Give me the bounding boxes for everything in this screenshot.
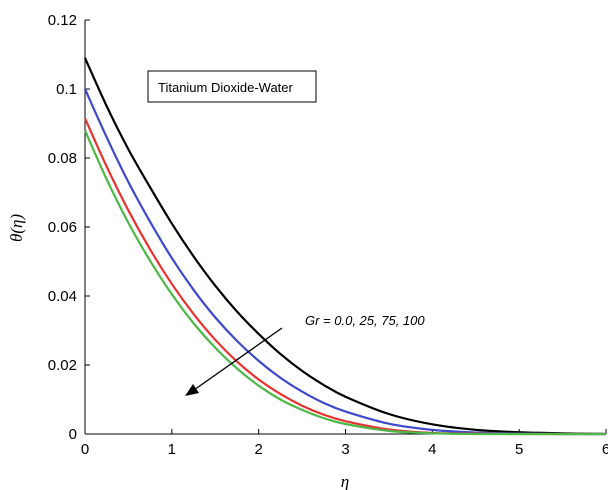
trend-annotation: Gr = 0.0, 25, 75, 100 [185, 313, 425, 396]
annotation-arrow-shaft [193, 327, 283, 391]
y-tick-label: 0.04 [48, 288, 77, 305]
x-tick-label: 5 [515, 441, 523, 458]
series-line-3 [83, 117, 606, 436]
y-tick-label: 0.1 [56, 81, 77, 98]
y-tick-label: 0.02 [48, 357, 77, 374]
x-tick-label: 0 [81, 441, 89, 458]
series-line-1 [83, 57, 607, 436]
legend-box: Titanium Dioxide-Water [147, 70, 317, 103]
x-tick-label: 6 [602, 441, 608, 458]
y-axis-label: θ(η) [7, 214, 26, 242]
annotation-arrowhead [185, 384, 199, 396]
x-tick-label: 3 [341, 441, 349, 458]
x-tick-label: 2 [254, 441, 262, 458]
y-ticks: 0 0.02 0.04 0.06 0.08 0.1 0.12 [48, 12, 90, 443]
y-tick-label: 0.06 [48, 219, 77, 236]
legend-box-frame [147, 70, 317, 103]
y-tick-label: 0 [69, 426, 77, 443]
y-tick-label: 0.12 [48, 12, 77, 29]
annotation-text: Gr = 0.0, 25, 75, 100 [305, 313, 425, 328]
legend-box-text: Titanium Dioxide-Water [158, 80, 294, 95]
x-tick-label: 1 [168, 441, 176, 458]
series-group [83, 57, 607, 436]
y-tick-label: 0.08 [48, 150, 77, 167]
x-tick-label: 4 [428, 441, 436, 458]
series-line-2 [83, 88, 607, 436]
x-axis-label: η [341, 472, 349, 490]
series-line-4 [83, 129, 606, 436]
